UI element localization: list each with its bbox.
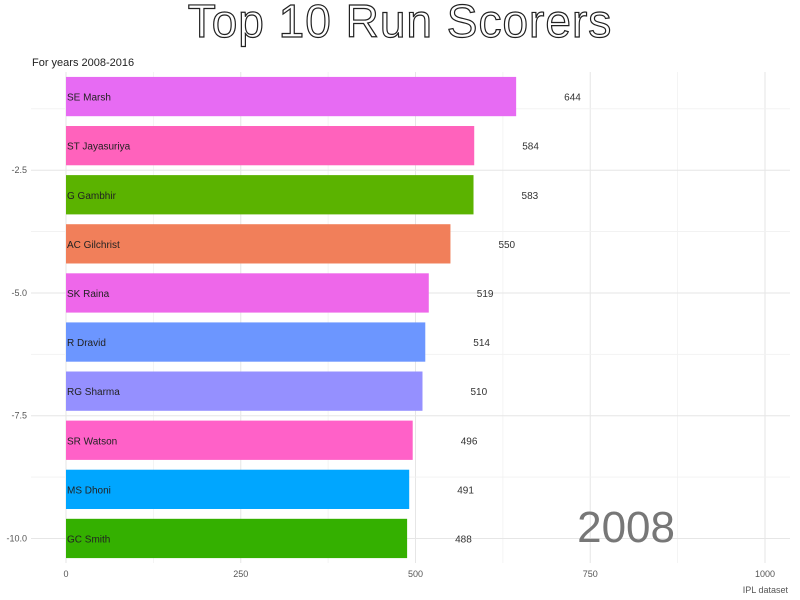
x-tick-label: 250 bbox=[233, 569, 248, 579]
x-tick-label: 0 bbox=[63, 569, 68, 579]
bar bbox=[66, 224, 451, 264]
y-tick-label: -5.0 bbox=[11, 288, 27, 298]
x-tick-label: 1000 bbox=[755, 569, 775, 579]
bar-value-label: 514 bbox=[473, 338, 490, 349]
chart-subtitle: For years 2008-2016 bbox=[32, 57, 135, 69]
bar-name-label: MS Dhoni bbox=[67, 485, 111, 496]
bar-value-label: 496 bbox=[461, 436, 478, 447]
x-tick-label: 750 bbox=[583, 569, 598, 579]
bar-name-label: R Dravid bbox=[67, 338, 106, 349]
bar-value-label: 584 bbox=[522, 142, 539, 153]
bar bbox=[66, 518, 408, 559]
bar-value-label: 583 bbox=[522, 191, 539, 202]
bar-name-label: AC Gilchrist bbox=[67, 240, 120, 251]
bar-value-label: 488 bbox=[455, 534, 472, 545]
bar-name-label: RG Sharma bbox=[67, 387, 120, 398]
bar bbox=[66, 76, 517, 117]
bar bbox=[66, 371, 423, 411]
bar bbox=[66, 420, 413, 460]
chart-title: Top 10 Run Scorers bbox=[187, 0, 613, 48]
bar-value-label: 644 bbox=[564, 93, 581, 104]
bar-name-label: G Gambhir bbox=[67, 191, 117, 202]
bar bbox=[66, 175, 474, 215]
y-tick-label: -7.5 bbox=[11, 411, 27, 421]
bar-name-label: SK Raina bbox=[67, 289, 110, 300]
bar bbox=[66, 126, 475, 166]
bar bbox=[66, 273, 429, 313]
y-tick-label: -2.5 bbox=[11, 165, 27, 175]
bar-value-label: 519 bbox=[477, 289, 494, 300]
bar bbox=[66, 469, 410, 509]
year-label: 2008 bbox=[577, 503, 675, 552]
y-tick-label: -10.0 bbox=[6, 533, 27, 543]
chart-caption: IPL dataset bbox=[742, 585, 788, 595]
bar-name-label: SR Watson bbox=[67, 436, 117, 447]
bar-value-label: 550 bbox=[498, 240, 515, 251]
x-tick-label: 500 bbox=[408, 569, 423, 579]
bar-name-label: GC Smith bbox=[67, 534, 110, 545]
bar-name-label: ST Jayasuriya bbox=[67, 142, 131, 153]
bar bbox=[66, 322, 426, 362]
bar-value-label: 491 bbox=[457, 485, 474, 496]
bar-value-label: 510 bbox=[470, 387, 487, 398]
bar-name-label: SE Marsh bbox=[67, 93, 111, 104]
